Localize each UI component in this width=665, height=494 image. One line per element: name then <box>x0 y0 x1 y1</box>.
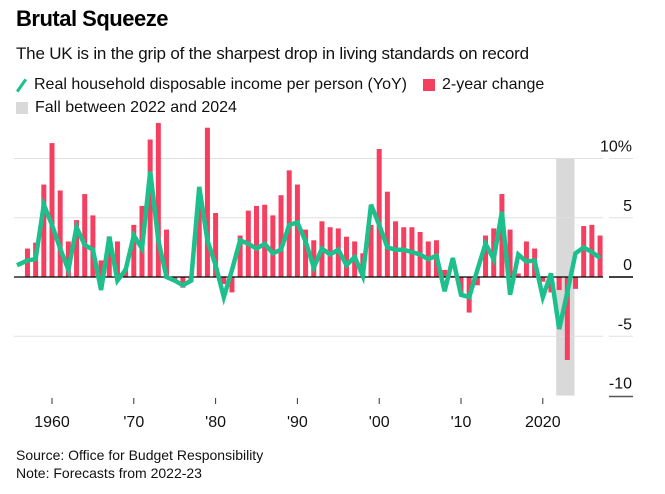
chart-title: Brutal Squeeze <box>16 6 168 31</box>
forecast-note: Note: Forecasts from 2022-23 <box>16 465 202 481</box>
bar <box>49 143 55 277</box>
line-layer <box>16 171 602 330</box>
bar <box>147 139 153 277</box>
bar <box>180 277 186 288</box>
legend-item-band: Fall between 2022 and 2024 <box>16 99 237 117</box>
x-tick-label: 1960 <box>34 414 70 431</box>
bar <box>507 229 513 277</box>
y-tick-label: 10% <box>600 139 632 156</box>
bar <box>294 184 300 277</box>
chart-subtitle: The UK is in the grip of the sharpest dr… <box>16 44 529 63</box>
bar <box>164 229 170 277</box>
bar <box>229 277 235 293</box>
bar <box>106 236 112 277</box>
bar <box>90 215 96 277</box>
x-tick-label: '00 <box>369 414 390 431</box>
y-axis: 10% 5 0 -5 -10 <box>600 139 633 398</box>
bar <box>213 213 219 277</box>
bar <box>254 205 259 277</box>
income-line <box>16 171 602 330</box>
source-note: Source: Office for Budget Responsibility <box>16 447 264 463</box>
bar <box>41 184 47 277</box>
bar <box>515 273 521 277</box>
y-tick-label: 0 <box>623 257 632 274</box>
bar <box>74 220 80 277</box>
bar-swatch-icon <box>422 79 435 91</box>
bar <box>98 260 104 277</box>
bar <box>57 190 63 277</box>
bar <box>376 149 382 277</box>
bar <box>82 194 88 277</box>
bar <box>155 122 161 277</box>
legend-bar-label: 2-year change <box>441 76 545 93</box>
line-swatch-icon <box>16 78 26 92</box>
bar <box>556 277 562 291</box>
bar <box>564 277 570 360</box>
bar <box>343 236 349 277</box>
band-swatch-icon <box>16 102 28 114</box>
bar <box>311 240 317 277</box>
x-tick-label: 2020 <box>525 414 561 431</box>
bar <box>114 241 120 277</box>
bar <box>278 195 284 277</box>
x-tick-label: '70 <box>123 414 144 431</box>
bar <box>401 227 407 277</box>
bar <box>442 269 448 277</box>
y-tick-label: 5 <box>623 198 632 215</box>
gridlines-layer <box>14 158 633 337</box>
bar <box>474 277 480 286</box>
y-tick-label: -5 <box>618 316 632 333</box>
x-tick-label: '80 <box>205 414 226 431</box>
bar <box>237 235 243 277</box>
legend-row-2: Fall between 2022 and 2024 <box>16 99 253 117</box>
y-tick-label: -10 <box>609 376 632 393</box>
bar <box>368 224 374 277</box>
x-tick-label: '10 <box>451 414 472 431</box>
bar <box>384 191 390 277</box>
chart-area: 10% 5 0 -5 -10 1960 '70 '80 '90 '00 '10 2020 <box>14 122 633 431</box>
bar <box>196 203 202 277</box>
bar <box>262 204 268 277</box>
bar <box>270 215 276 277</box>
legend-item-bar: 2-year change <box>422 76 545 94</box>
legend-item-line: Real household disposable income per per… <box>16 76 407 94</box>
legend: Real household disposable income per per… <box>16 76 560 94</box>
bar <box>573 277 579 289</box>
x-axis: 1960 '70 '80 '90 '00 '10 2020 <box>34 398 561 431</box>
bar <box>204 127 210 277</box>
bar <box>303 229 309 277</box>
bar <box>540 277 546 282</box>
bar <box>581 226 587 277</box>
bar <box>499 194 505 277</box>
legend-line-label: Real household disposable income per per… <box>34 76 407 93</box>
bar <box>483 235 489 277</box>
bar <box>221 277 227 285</box>
legend-band-label: Fall between 2022 and 2024 <box>35 99 237 116</box>
x-tick-label: '90 <box>287 414 308 431</box>
bar <box>131 224 137 277</box>
